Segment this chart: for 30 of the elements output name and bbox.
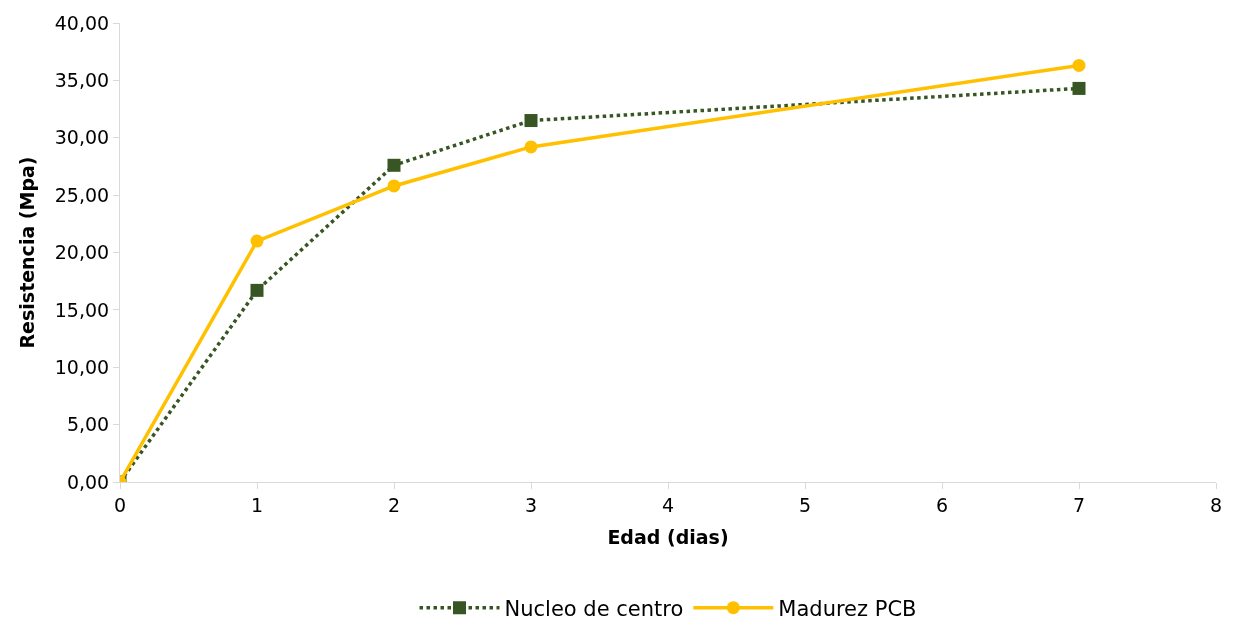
y-tick-label: 10,00 <box>54 355 110 378</box>
x-tick-label: 7 <box>1072 493 1086 516</box>
x-tick-label: 3 <box>524 493 538 516</box>
point <box>524 114 538 128</box>
x-tick-label: 4 <box>661 493 675 516</box>
y-tick-label: 35,00 <box>54 69 110 92</box>
point <box>250 283 264 297</box>
y-axis-title: Resistencia (Mpa) <box>15 156 38 349</box>
point <box>1072 58 1086 72</box>
x-tick-label: 0 <box>113 493 127 516</box>
point <box>524 140 538 154</box>
x-tick-label: 1 <box>250 493 264 516</box>
y-tick-label: 20,00 <box>54 241 110 264</box>
x-tick-label: 6 <box>935 493 949 516</box>
point <box>1072 81 1086 95</box>
y-tick-label: 15,00 <box>54 298 110 321</box>
legend-label: Nucleo de centro <box>504 596 684 621</box>
point <box>387 179 401 193</box>
y-tick-label: 25,00 <box>54 183 110 206</box>
point <box>250 234 264 248</box>
legend-label: Madurez PCB <box>778 596 917 621</box>
x-tick-label: 8 <box>1209 493 1223 516</box>
x-tick-label: 5 <box>798 493 812 516</box>
y-tick-label: 40,00 <box>54 11 110 34</box>
y-tick-label: 30,00 <box>54 126 110 149</box>
x-axis-title: Edad (dias) <box>607 525 729 548</box>
x-tick-label: 2 <box>387 493 401 516</box>
y-tick-label: 0,00 <box>66 470 110 493</box>
y-tick-label: 5,00 <box>66 413 110 436</box>
point <box>387 158 401 172</box>
